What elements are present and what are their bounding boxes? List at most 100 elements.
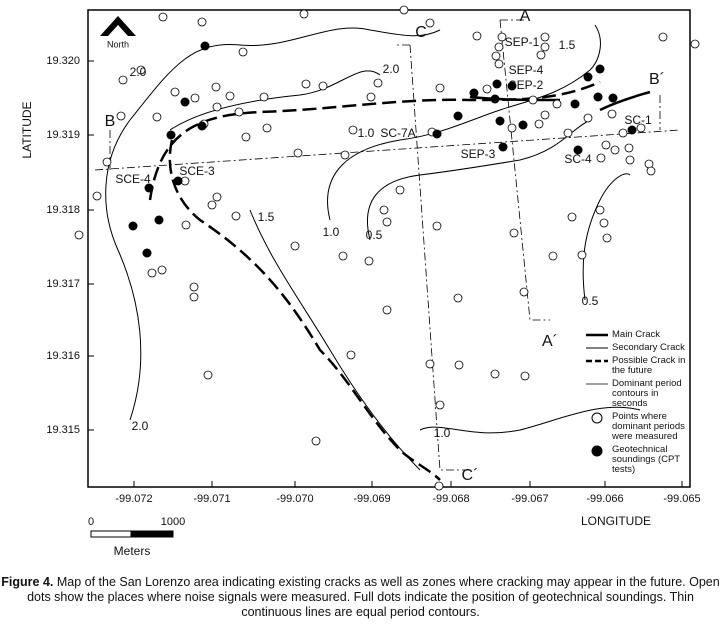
y-tick-label: 19.315 — [46, 424, 80, 436]
sounding-point — [593, 92, 603, 102]
measure-point — [625, 155, 635, 165]
measure-point — [225, 91, 235, 101]
scale-end: 1000 — [161, 516, 185, 528]
sounding-point — [144, 183, 154, 193]
sounding-point — [142, 248, 152, 258]
possible-crack — [168, 139, 441, 481]
sounding-point — [608, 93, 618, 103]
legend-item: Main Crack — [584, 330, 692, 340]
measure-point — [454, 360, 464, 370]
measure-point — [540, 110, 550, 120]
y-tick-label: 19.316 — [46, 350, 80, 362]
sounding-point — [128, 221, 138, 231]
measure-point — [366, 92, 376, 102]
measure-point — [118, 75, 128, 85]
sounding-point — [492, 79, 502, 89]
scale-unit: Meters — [114, 544, 151, 558]
legend-symbol — [586, 347, 608, 349]
measure-point — [241, 132, 251, 142]
site-label: SC-7A — [380, 126, 415, 140]
measure-point — [262, 123, 272, 133]
site-label: SEP-2 — [509, 78, 544, 92]
sounding-point — [469, 88, 479, 98]
legend-item: Possible Crack in the future — [584, 356, 692, 376]
measure-point — [435, 83, 445, 93]
sounding-point — [498, 142, 508, 152]
measure-point — [690, 39, 700, 49]
x-tick-label: -99.069 — [353, 493, 390, 505]
sounding-point — [595, 64, 605, 74]
measure-point — [453, 293, 463, 303]
x-tick-label: -99.065 — [663, 493, 700, 505]
map-frame — [87, 9, 691, 488]
x-tick-label: -99.071 — [193, 493, 230, 505]
x-tick-label: -99.067 — [511, 493, 548, 505]
contour-label: 0.5 — [366, 228, 383, 242]
measure-point — [567, 212, 577, 222]
contour-label: 2.0 — [130, 65, 147, 79]
legend-label: Points where dominant periods were measu… — [612, 411, 685, 442]
north-arrow — [100, 16, 136, 36]
measure-point — [299, 9, 309, 19]
measure-point — [494, 42, 504, 52]
measure-point — [646, 166, 656, 176]
measure-point — [152, 112, 162, 122]
measure-point — [211, 82, 221, 92]
measure-point — [552, 99, 562, 109]
contour-label: 1.0 — [323, 225, 340, 239]
measure-point — [92, 191, 102, 201]
site-label: SEP-1 — [505, 35, 540, 49]
sounding-point — [495, 116, 505, 126]
x-tick-label: -99.072 — [115, 493, 152, 505]
measure-point — [599, 218, 609, 228]
measure-point — [379, 205, 389, 215]
measure-point — [548, 251, 558, 261]
measure-point — [577, 250, 587, 260]
contour-label: 1.5 — [559, 38, 576, 52]
sounding-point — [200, 41, 210, 51]
measure-point — [373, 78, 383, 88]
contour-label: 1.5 — [258, 210, 275, 224]
measure-point — [158, 12, 168, 22]
measure-point — [238, 47, 248, 57]
measure-point — [509, 228, 519, 238]
measure-point — [520, 371, 530, 381]
measure-point — [207, 200, 217, 210]
measure-point — [290, 241, 300, 251]
section-label: A — [520, 8, 531, 25]
y-tick-label: 19.320 — [46, 55, 80, 67]
measure-point — [382, 305, 392, 315]
measure-point — [102, 157, 112, 167]
contour-label: 2.0 — [132, 419, 149, 433]
measure-point — [395, 185, 405, 195]
measure-point — [231, 211, 241, 221]
measure-point — [432, 221, 442, 231]
caption: Figure 4. Map of the San Lorenzo area in… — [0, 575, 721, 620]
legend-item: Geotechnical soundings (CPT tests) — [584, 445, 692, 475]
measure-point — [490, 369, 500, 379]
measure-point — [540, 32, 550, 42]
measure-point — [425, 18, 435, 28]
measure-point — [624, 143, 634, 153]
measure-point — [212, 192, 222, 202]
measure-point — [583, 113, 593, 123]
contour-label: 1.0 — [434, 426, 451, 440]
y-tick-label: 19.319 — [46, 129, 80, 141]
sounding-point — [518, 120, 528, 130]
measure-point — [435, 400, 445, 410]
measure-point — [189, 292, 199, 302]
section-label: C — [415, 24, 427, 41]
contour-label: 2.0 — [383, 62, 400, 76]
legend-item: Dominant period contours in seconds — [584, 379, 692, 409]
measure-point — [491, 51, 501, 61]
sounding-point — [507, 81, 517, 91]
map: North LONGITUDE LATITUDE 0 1000 Meters -… — [20, 5, 701, 558]
legend-symbol — [586, 383, 608, 385]
y-tick-label: 19.317 — [46, 278, 80, 290]
measure-point — [601, 140, 611, 150]
sounding-point — [453, 111, 463, 121]
site-label: SC-4 — [564, 152, 592, 166]
legend-label: Geotechnical soundings (CPT tests) — [612, 444, 680, 475]
y-axis-label: LATITUDE — [20, 101, 34, 158]
legend-item: Secondary Crack — [584, 343, 692, 353]
